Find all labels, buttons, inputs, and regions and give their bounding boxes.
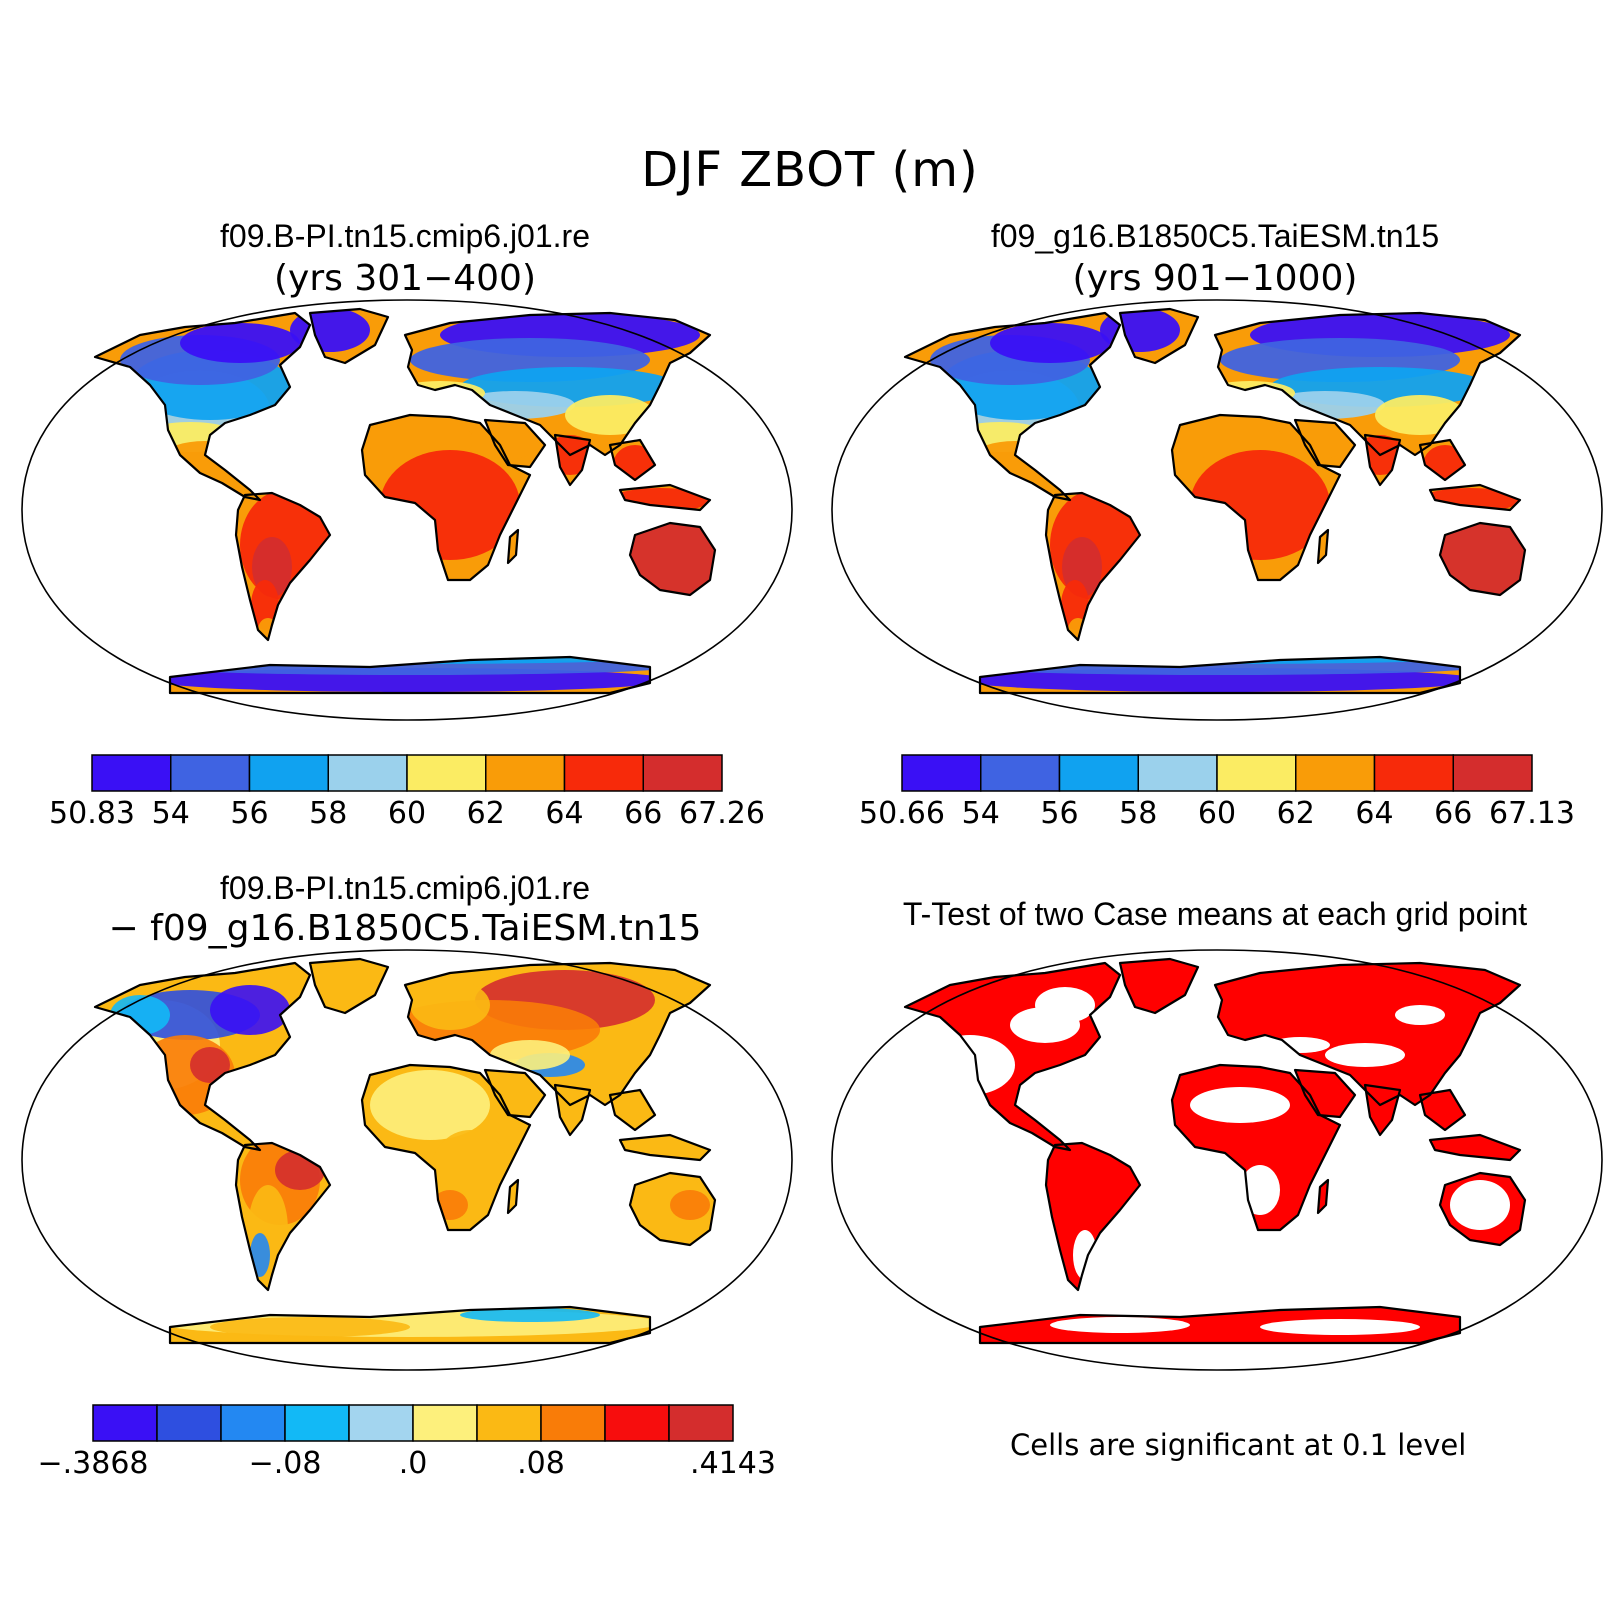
colorbar-box: [284, 1404, 350, 1442]
colorbar-label: 64: [545, 796, 583, 831]
map-frame: [21, 299, 793, 721]
colorbar-box: [156, 1404, 222, 1442]
colorbar-label: 54: [152, 796, 190, 831]
colorbar-box: [248, 754, 329, 792]
colorbar-label: .0: [399, 1446, 428, 1481]
colorbar-label: 67.26: [679, 796, 765, 831]
colorbar-label: 60: [1198, 796, 1236, 831]
colorbar-label: −.08: [249, 1446, 322, 1481]
colorbar-box: [170, 754, 251, 792]
colorbar-label: 66: [624, 796, 662, 831]
panel3-title-line2: − f09_g16.B1850C5.TaiESM.tn15: [108, 908, 702, 949]
colorbar-box: [476, 1404, 542, 1442]
colorbar-box: [980, 754, 1061, 792]
colorbar-box: [1216, 754, 1297, 792]
colorbar-label: 64: [1355, 796, 1393, 831]
colorbar-label: 56: [230, 796, 268, 831]
colorbar-box: [92, 1404, 158, 1442]
colorbar-box: [1452, 754, 1533, 792]
panel1-title-line2: (yrs 301−400): [274, 258, 536, 299]
colorbar-label: .08: [517, 1446, 565, 1481]
colorbar-box: [540, 1404, 606, 1442]
colorbar-box: [642, 754, 723, 792]
map-panel-case2: [831, 299, 1603, 721]
colorbar-box: [1295, 754, 1376, 792]
colorbar-label: 62: [467, 796, 505, 831]
colorbar-box: [668, 1404, 734, 1442]
colorbar-box: [1058, 754, 1139, 792]
map-panel-case1: [21, 299, 793, 721]
colorbar-label: .4143: [690, 1446, 776, 1481]
colorbar-box: [901, 754, 982, 792]
colorbar-box: [1373, 754, 1454, 792]
colorbar-box: [91, 754, 172, 792]
colorbar-box: [412, 1404, 478, 1442]
colorbar-case2: 50.66 54 56 58 60 62 64 66 67.13: [859, 754, 1575, 831]
colorbar-box: [348, 1404, 414, 1442]
panel2-title-line2: (yrs 901−1000): [1072, 258, 1358, 299]
colorbar-case1: 50.83 54 56 58 60 62 64 66 67.26: [49, 754, 765, 831]
colorbar-box: [406, 754, 487, 792]
figure-title: DJF ZBOT (m): [641, 142, 979, 198]
panel3-title-line1: f09.B-PI.tn15.cmip6.j01.re: [220, 870, 590, 906]
colorbar-diff: −.3868 −.08 .0 .08 .4143: [37, 1404, 776, 1481]
colorbar-label: −.3868: [37, 1446, 148, 1481]
map-frame: [21, 949, 793, 1371]
colorbar-box: [1137, 754, 1218, 792]
colorbar-box: [220, 1404, 286, 1442]
colorbar-box: [604, 1404, 670, 1442]
colorbar-label: 50.83: [49, 796, 135, 831]
map-frame: [831, 299, 1603, 721]
panel2-title-line1: f09_g16.B1850C5.TaiESM.tn15: [990, 218, 1440, 254]
colorbar-label: 56: [1040, 796, 1078, 831]
colorbar-label: 58: [1119, 796, 1157, 831]
colorbar-box: [563, 754, 644, 792]
colorbar-label: 62: [1277, 796, 1315, 831]
panel4-title: T-Test of two Case means at each grid po…: [902, 896, 1528, 932]
colorbar-label: 50.66: [859, 796, 945, 831]
colorbar-box: [485, 754, 566, 792]
colorbar-label: 66: [1434, 796, 1472, 831]
panel1-title-line1: f09.B-PI.tn15.cmip6.j01.re: [220, 218, 590, 254]
colorbar-label: 54: [962, 796, 1000, 831]
map-frame: [831, 949, 1603, 1371]
colorbar-box: [327, 754, 408, 792]
colorbar-label: 60: [388, 796, 426, 831]
colorbar-label: 67.13: [1489, 796, 1575, 831]
colorbar-label: 58: [309, 796, 347, 831]
map-panel-ttest: [831, 949, 1603, 1371]
significance-note: Cells are significant at 0.1 level: [1010, 1428, 1467, 1462]
map-panel-diff: [21, 949, 793, 1371]
